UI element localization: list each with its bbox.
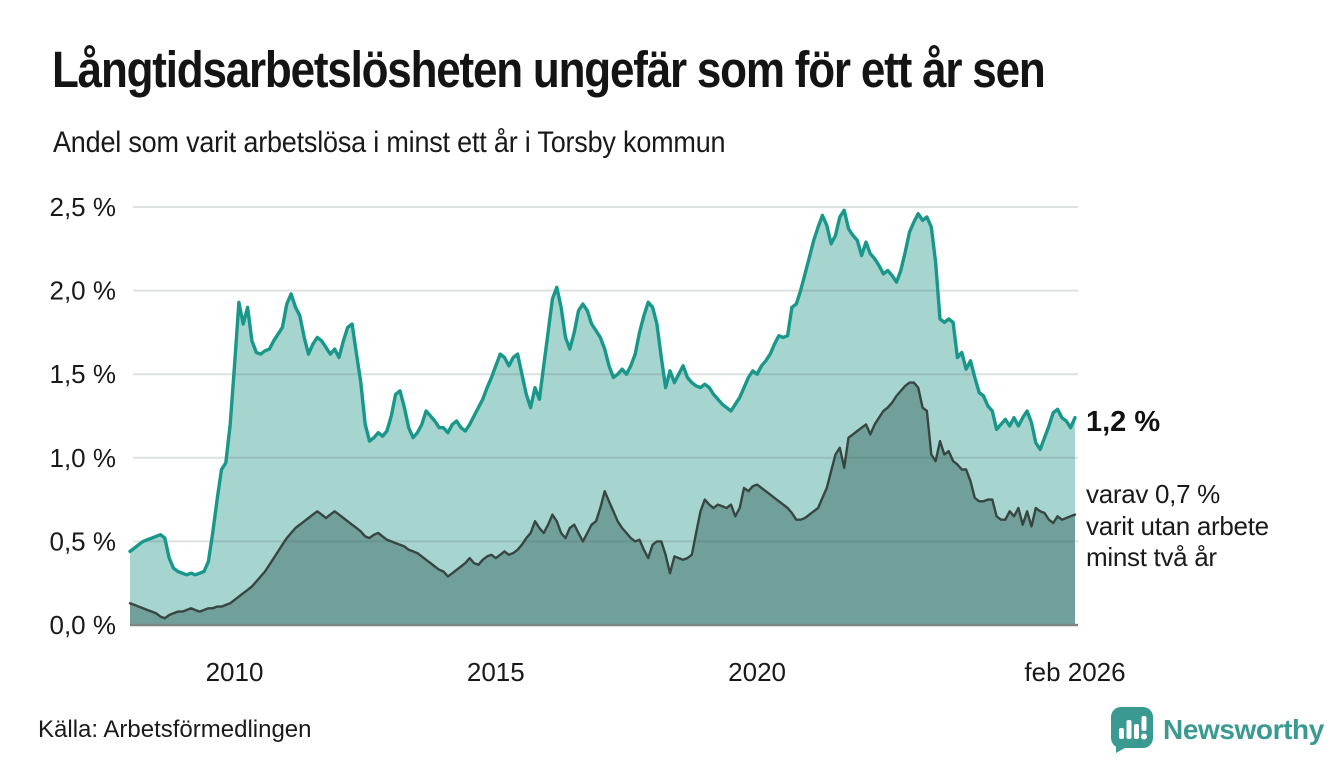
newsworthy-logo-text: Newsworthy [1163,714,1324,745]
page-subtitle: Andel som varit arbetslösa i minst ett å… [53,126,726,159]
page-title: Långtidsarbetslösheten ungefär som för e… [52,42,1046,99]
y-tick-label: 0,0 % [50,610,117,640]
newsworthy-logo[interactable]: Newsworthy [1110,706,1324,754]
y-tick-label: 0,5 % [50,526,117,556]
y-tick-label: 1,0 % [50,443,117,473]
breakdown-annotation: varav 0,7 % varit utan arbete minst två … [1086,479,1269,572]
y-tick-label: 2,5 % [50,192,117,222]
x-tick-label: feb 2026 [1024,657,1125,687]
x-tick-label: 2015 [467,657,525,687]
line-minst-tva-ar [128,381,1077,620]
source-attribution: Källa: Arbetsförmedlingen [38,716,312,743]
y-tick-label: 2,0 % [50,276,117,306]
line-minst-ett-ar [128,208,1077,577]
x-tick-label: 2010 [206,657,264,687]
newsworthy-logo-icon [1111,707,1153,753]
y-tick-label: 1,5 % [50,359,117,389]
x-tick-label: 2020 [728,657,786,687]
latest-value-label: 1,2 % [1086,406,1161,438]
